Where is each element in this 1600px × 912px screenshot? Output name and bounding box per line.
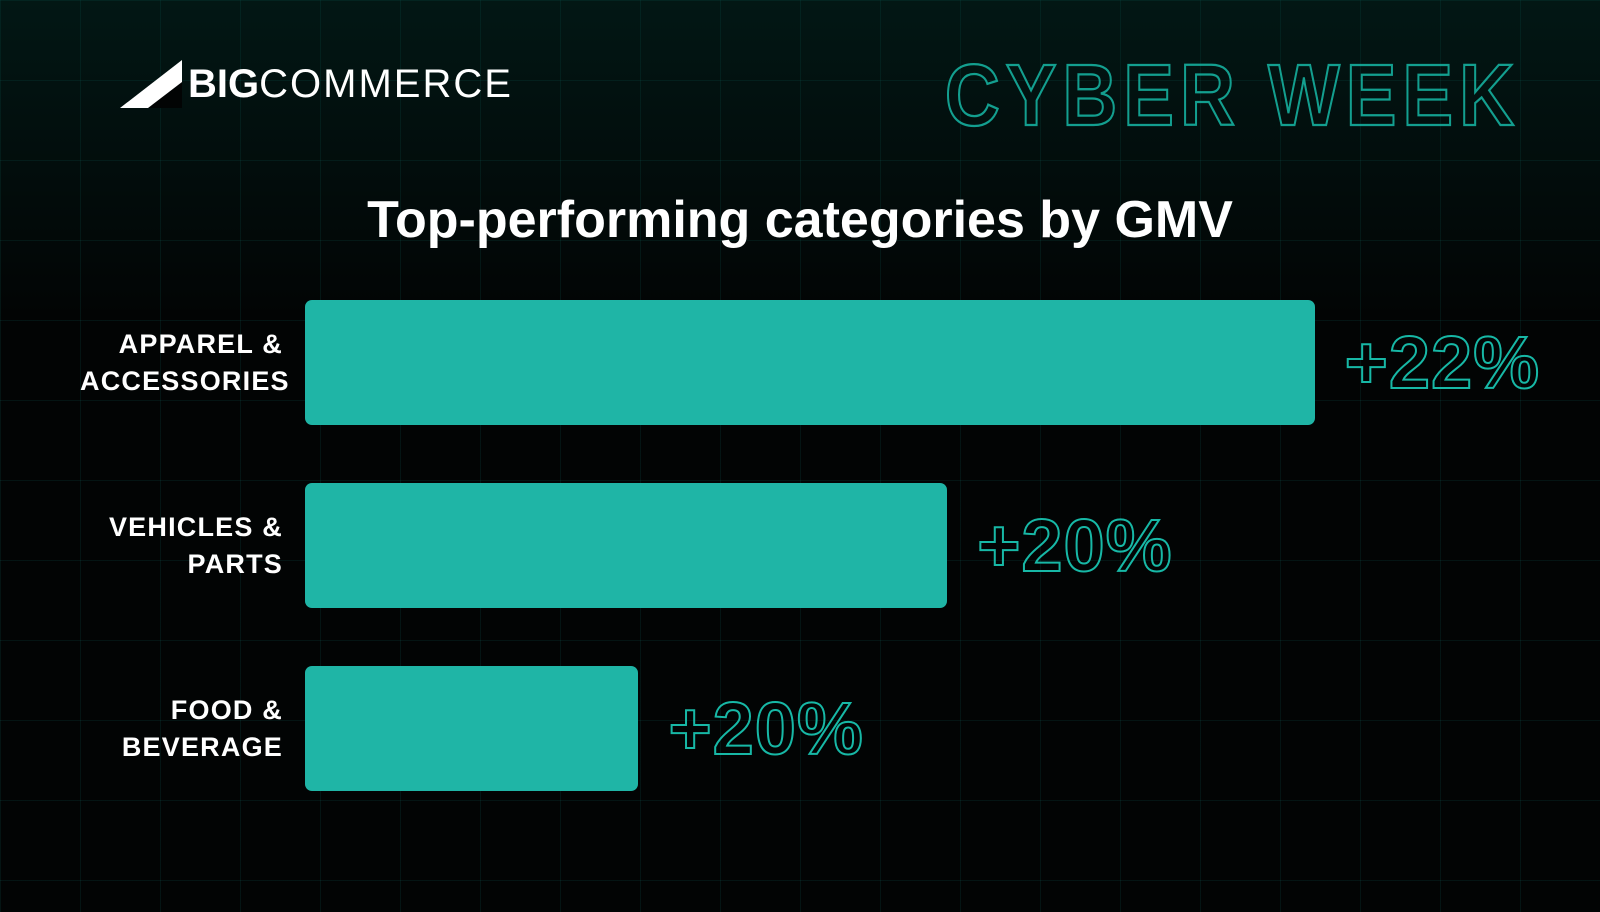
- brand-logo-text: BIGCOMMERCE: [188, 62, 513, 107]
- infographic-canvas: BIGCOMMERCE CYBER WEEK Top-performing ca…: [0, 0, 1600, 912]
- bar: [305, 666, 638, 791]
- bar: [305, 483, 947, 608]
- category-label: APPAREL & ACCESSORIES: [80, 326, 305, 399]
- value-label: +20%: [977, 503, 1172, 588]
- brand-logo-big: BIG: [188, 62, 259, 106]
- category-label: VEHICLES & PARTS: [80, 509, 305, 582]
- chart-row: APPAREL & ACCESSORIES +22%: [80, 300, 1540, 425]
- cyber-week-badge: CYBER WEEK: [945, 45, 1520, 145]
- bar-track: +20%: [305, 483, 1540, 608]
- chart-row: FOOD & BEVERAGE +20%: [80, 666, 1540, 791]
- header: BIGCOMMERCE CYBER WEEK: [0, 60, 1600, 170]
- bar-track: +20%: [305, 666, 1540, 791]
- category-label: FOOD & BEVERAGE: [80, 692, 305, 765]
- brand-logo-commerce: COMMERCE: [259, 62, 513, 106]
- brand-triangle-icon: [120, 60, 182, 108]
- bar: [305, 300, 1315, 425]
- chart-row: VEHICLES & PARTS +20%: [80, 483, 1540, 608]
- value-label: +20%: [668, 686, 863, 771]
- value-label: +22%: [1345, 320, 1540, 405]
- bar-track: +22%: [305, 300, 1540, 425]
- chart-title: Top-performing categories by GMV: [0, 190, 1600, 250]
- brand-logo: BIGCOMMERCE: [120, 60, 513, 108]
- bar-chart: APPAREL & ACCESSORIES +22% VEHICLES & PA…: [80, 300, 1540, 872]
